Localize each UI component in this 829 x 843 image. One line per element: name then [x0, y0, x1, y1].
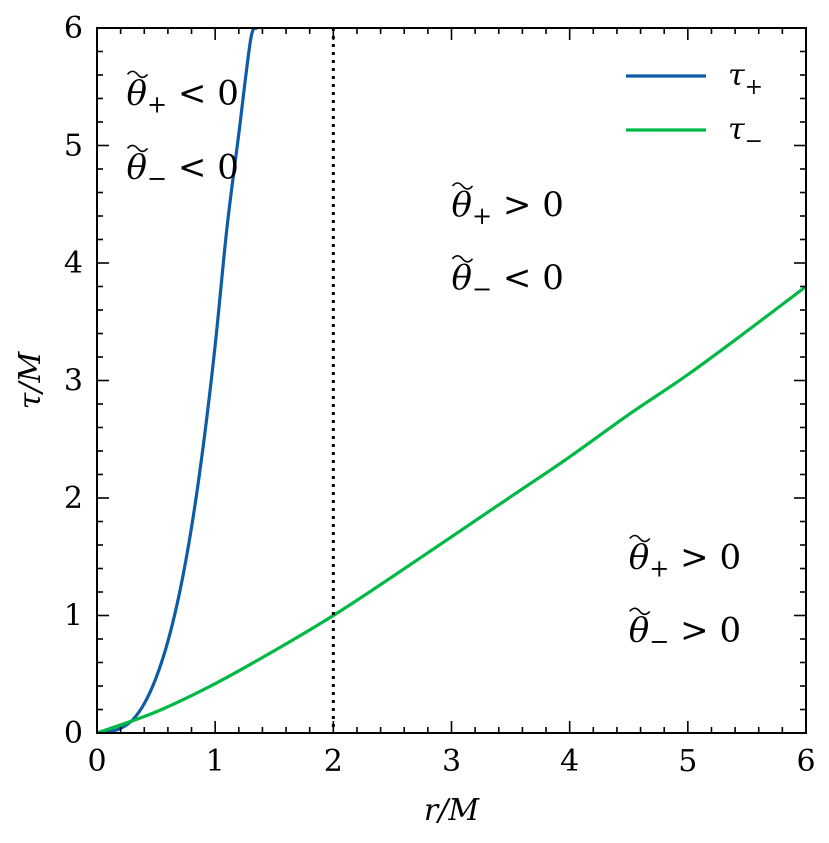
y-tick-label: 2 — [64, 481, 83, 516]
legend-entry-label: τ+ — [728, 58, 763, 100]
tilde-mark — [451, 255, 474, 263]
region-condition-text: θ+ > 0 — [629, 538, 741, 583]
y-tick-label: 5 — [64, 129, 83, 164]
region-condition-text: θ− < 0 — [127, 147, 239, 192]
tilde-mark — [126, 70, 149, 79]
x-tick-label: 0 — [87, 744, 106, 779]
y-tick-label: 6 — [64, 11, 83, 46]
series-line-tau-minus — [97, 284, 806, 733]
y-axis-label: τ/M — [13, 351, 48, 410]
x-tick-label: 6 — [796, 744, 815, 779]
x-tick-label: 3 — [442, 744, 461, 779]
tilde-mark — [629, 607, 651, 616]
x-tick-label: 2 — [324, 744, 343, 779]
region-condition-text: θ+ > 0 — [452, 185, 564, 230]
series-line-tau-plus — [97, 28, 259, 733]
tilde-mark — [629, 534, 651, 543]
region-condition-text: θ− > 0 — [629, 610, 741, 655]
region-lower-right-annotation: θ+ > 0 θ− > 0 — [629, 534, 741, 655]
x-tick-label: 5 — [678, 744, 697, 779]
region-left-annotation: θ+ < 0 θ− < 0 — [126, 70, 239, 192]
tilde-mark — [451, 182, 474, 190]
region-condition-text: θ− < 0 — [452, 258, 564, 303]
y-tick-label: 0 — [64, 716, 83, 751]
x-axis-label: r/M — [424, 793, 480, 828]
y-tick-label: 4 — [64, 246, 83, 281]
y-tick-label: 3 — [64, 364, 83, 399]
legend-entry-label: τ− — [728, 112, 763, 154]
x-tick-label: 4 — [560, 744, 579, 779]
x-tick-label: 1 — [206, 744, 225, 779]
y-tick-label: 1 — [64, 599, 83, 634]
tilde-mark — [126, 144, 149, 153]
region-condition-text: θ+ < 0 — [127, 73, 239, 118]
region-middle-annotation: θ+ > 0 θ− < 0 — [451, 182, 564, 303]
